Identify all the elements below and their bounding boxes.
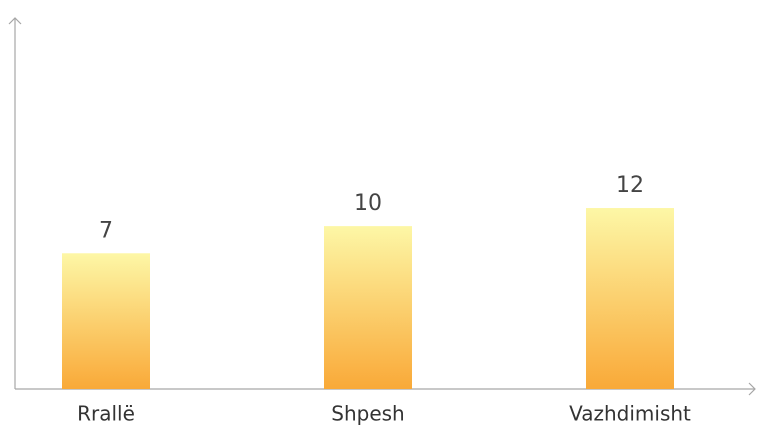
bar <box>324 226 412 389</box>
x-axis-arrow <box>748 382 756 396</box>
y-axis-arrow <box>8 17 22 25</box>
bar <box>62 253 150 389</box>
value-label: 7 <box>99 218 113 243</box>
value-label: 12 <box>616 173 644 198</box>
x-tick-label: Rrallë <box>77 402 135 426</box>
x-tick-label: Vazhdimisht <box>569 402 691 426</box>
value-label: 10 <box>354 191 382 216</box>
bar <box>586 208 674 389</box>
x-tick-label: Shpesh <box>331 402 404 426</box>
